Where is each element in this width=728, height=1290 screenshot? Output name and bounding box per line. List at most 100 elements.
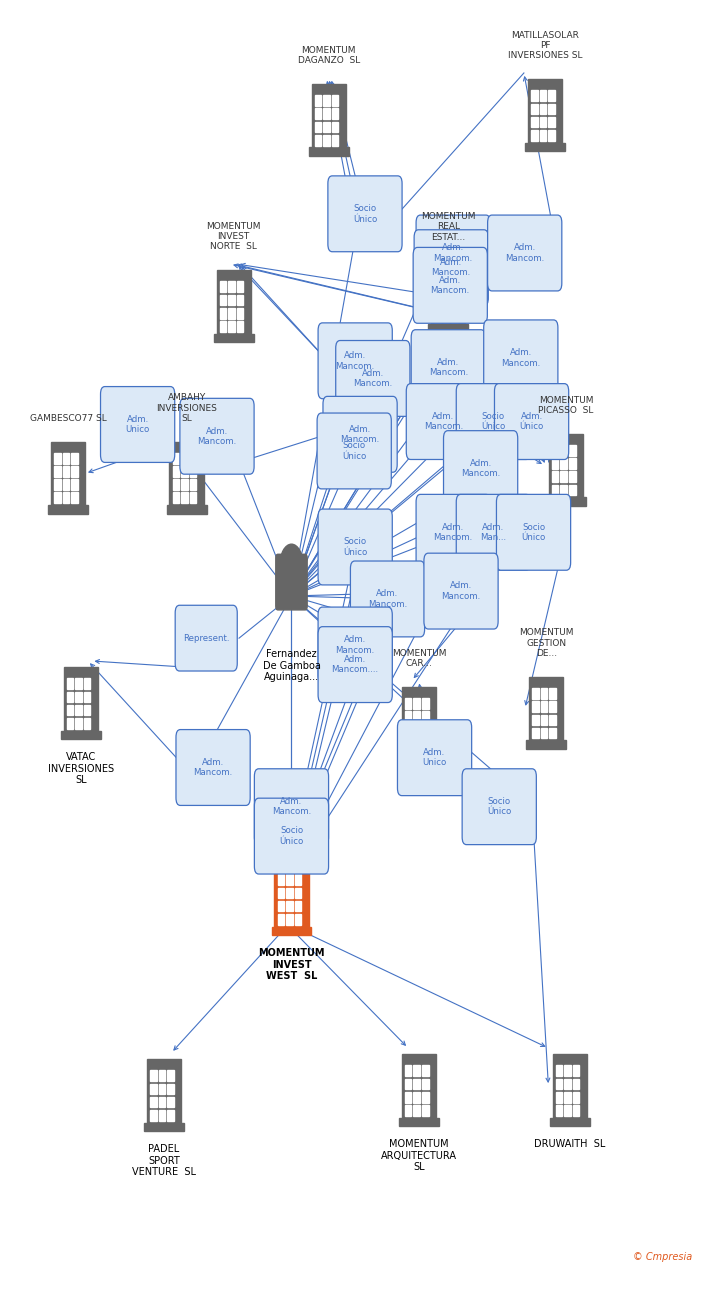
FancyBboxPatch shape xyxy=(67,691,74,702)
FancyBboxPatch shape xyxy=(63,466,69,477)
FancyBboxPatch shape xyxy=(176,730,250,805)
FancyBboxPatch shape xyxy=(451,272,458,283)
FancyBboxPatch shape xyxy=(71,493,78,503)
FancyBboxPatch shape xyxy=(229,294,234,306)
FancyBboxPatch shape xyxy=(84,679,90,689)
FancyBboxPatch shape xyxy=(435,298,441,308)
FancyBboxPatch shape xyxy=(318,627,392,703)
Text: MOMENTUM
REAL
ESTAT...: MOMENTUM REAL ESTAT... xyxy=(421,212,475,241)
FancyBboxPatch shape xyxy=(295,900,301,912)
FancyBboxPatch shape xyxy=(411,330,486,405)
FancyBboxPatch shape xyxy=(180,399,254,475)
FancyBboxPatch shape xyxy=(422,1066,429,1076)
FancyBboxPatch shape xyxy=(181,480,188,490)
FancyBboxPatch shape xyxy=(332,95,339,106)
FancyBboxPatch shape xyxy=(561,471,567,482)
FancyBboxPatch shape xyxy=(550,728,556,738)
FancyBboxPatch shape xyxy=(422,711,429,722)
FancyBboxPatch shape xyxy=(173,493,179,503)
FancyBboxPatch shape xyxy=(561,445,567,455)
Text: DRUWAITH  SL: DRUWAITH SL xyxy=(534,1139,606,1149)
FancyBboxPatch shape xyxy=(61,730,100,739)
FancyBboxPatch shape xyxy=(350,561,424,637)
FancyBboxPatch shape xyxy=(414,1066,420,1076)
FancyBboxPatch shape xyxy=(71,480,78,490)
Text: Adm.
Mancom.: Adm. Mancom. xyxy=(197,427,237,446)
FancyBboxPatch shape xyxy=(54,493,60,503)
FancyBboxPatch shape xyxy=(573,1078,579,1089)
FancyBboxPatch shape xyxy=(237,321,243,332)
FancyBboxPatch shape xyxy=(526,142,565,151)
FancyBboxPatch shape xyxy=(569,471,576,482)
FancyBboxPatch shape xyxy=(552,458,558,470)
FancyBboxPatch shape xyxy=(63,667,98,730)
FancyBboxPatch shape xyxy=(540,130,547,141)
Text: Adm.
Mancom.: Adm. Mancom. xyxy=(353,369,392,388)
FancyBboxPatch shape xyxy=(541,688,547,699)
FancyBboxPatch shape xyxy=(220,294,226,306)
FancyBboxPatch shape xyxy=(529,677,563,740)
FancyBboxPatch shape xyxy=(552,485,558,495)
FancyBboxPatch shape xyxy=(414,230,488,306)
FancyBboxPatch shape xyxy=(332,134,339,146)
Text: Socio
Único: Socio Único xyxy=(280,827,304,846)
FancyBboxPatch shape xyxy=(328,175,402,252)
FancyBboxPatch shape xyxy=(402,686,436,749)
FancyBboxPatch shape xyxy=(220,321,226,332)
Text: Adm.
Mancom.: Adm. Mancom. xyxy=(434,244,472,263)
FancyBboxPatch shape xyxy=(314,108,321,119)
Text: MOMENTUM
ARQUITECTURA
SL: MOMENTUM ARQUITECTURA SL xyxy=(381,1139,457,1173)
FancyBboxPatch shape xyxy=(67,704,74,716)
FancyBboxPatch shape xyxy=(286,913,293,925)
FancyBboxPatch shape xyxy=(314,95,321,106)
FancyBboxPatch shape xyxy=(312,84,346,147)
FancyBboxPatch shape xyxy=(414,1106,420,1116)
Text: Adm.
Único: Adm. Único xyxy=(520,412,544,431)
FancyBboxPatch shape xyxy=(323,95,330,106)
FancyBboxPatch shape xyxy=(286,875,293,885)
FancyBboxPatch shape xyxy=(431,261,465,324)
FancyBboxPatch shape xyxy=(405,1078,411,1089)
FancyBboxPatch shape xyxy=(494,383,569,459)
FancyBboxPatch shape xyxy=(229,281,234,293)
FancyBboxPatch shape xyxy=(443,272,449,283)
FancyBboxPatch shape xyxy=(229,321,234,332)
FancyBboxPatch shape xyxy=(422,1106,429,1116)
FancyBboxPatch shape xyxy=(277,913,284,925)
FancyBboxPatch shape xyxy=(548,90,555,101)
FancyBboxPatch shape xyxy=(71,453,78,463)
FancyBboxPatch shape xyxy=(435,285,441,295)
FancyBboxPatch shape xyxy=(573,1091,579,1103)
FancyBboxPatch shape xyxy=(541,715,547,725)
FancyBboxPatch shape xyxy=(428,324,468,333)
Text: Socio
Único: Socio Único xyxy=(343,538,368,557)
Text: MOMENTUM
DAGANZO  SL: MOMENTUM DAGANZO SL xyxy=(298,46,360,66)
FancyBboxPatch shape xyxy=(532,728,539,738)
FancyBboxPatch shape xyxy=(254,769,328,845)
FancyBboxPatch shape xyxy=(229,308,234,319)
FancyBboxPatch shape xyxy=(443,311,449,322)
FancyBboxPatch shape xyxy=(295,913,301,925)
FancyBboxPatch shape xyxy=(399,749,439,759)
Text: © Сmpresia: © Сmpresia xyxy=(633,1251,692,1262)
Text: Adm.
Mancom.: Adm. Mancom. xyxy=(505,244,545,263)
Text: Adm.
Mancom....: Adm. Mancom.... xyxy=(332,655,379,675)
FancyBboxPatch shape xyxy=(405,1106,411,1116)
FancyBboxPatch shape xyxy=(531,116,538,128)
FancyBboxPatch shape xyxy=(443,431,518,507)
FancyBboxPatch shape xyxy=(220,281,226,293)
FancyBboxPatch shape xyxy=(422,698,429,708)
FancyBboxPatch shape xyxy=(277,888,284,898)
Text: VATAC
INVERSIONES
SL: VATAC INVERSIONES SL xyxy=(48,752,114,786)
FancyBboxPatch shape xyxy=(167,506,207,513)
FancyBboxPatch shape xyxy=(550,1117,590,1126)
FancyBboxPatch shape xyxy=(414,1091,420,1103)
FancyBboxPatch shape xyxy=(323,121,330,133)
FancyBboxPatch shape xyxy=(435,272,441,283)
FancyBboxPatch shape xyxy=(54,453,60,463)
FancyBboxPatch shape xyxy=(309,147,349,156)
FancyBboxPatch shape xyxy=(569,485,576,495)
FancyBboxPatch shape xyxy=(323,396,397,472)
FancyBboxPatch shape xyxy=(414,711,420,722)
FancyBboxPatch shape xyxy=(332,108,339,119)
